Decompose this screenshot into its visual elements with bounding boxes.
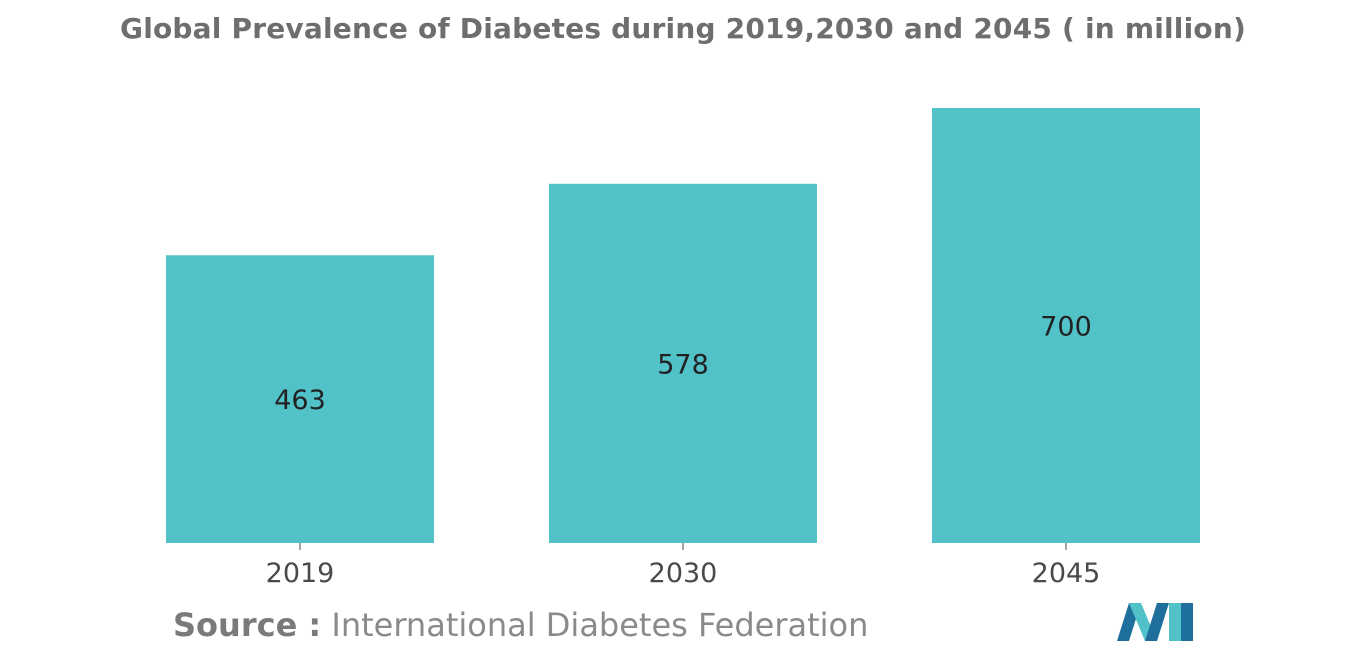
bar-2045 xyxy=(932,108,1200,543)
x-tick-label-2019: 2019 xyxy=(266,558,335,589)
value-label-2045: 700 xyxy=(1040,312,1092,343)
source-label: Source : xyxy=(173,606,322,644)
x-tick-label-2045: 2045 xyxy=(1032,558,1101,589)
value-label-2019: 463 xyxy=(274,385,326,416)
bar-2030 xyxy=(549,183,817,544)
value-labels-group: 463 578 700 xyxy=(274,312,1092,417)
source-text: International Diabetes Federation xyxy=(331,606,869,644)
chart-title: Global Prevalence of Diabetes during 201… xyxy=(120,12,1246,45)
bars-group xyxy=(166,108,1200,544)
source-note: Source : International Diabetes Federati… xyxy=(173,606,868,644)
tick-labels-group: 2019 2030 2045 xyxy=(266,543,1101,589)
bar-2019 xyxy=(166,255,434,543)
value-label-2030: 578 xyxy=(657,349,709,380)
x-tick-label-2030: 2030 xyxy=(649,558,718,589)
brand-logo-icon xyxy=(1117,603,1193,641)
bar-chart: 463 578 700 2019 2030 2045 xyxy=(166,108,1200,589)
